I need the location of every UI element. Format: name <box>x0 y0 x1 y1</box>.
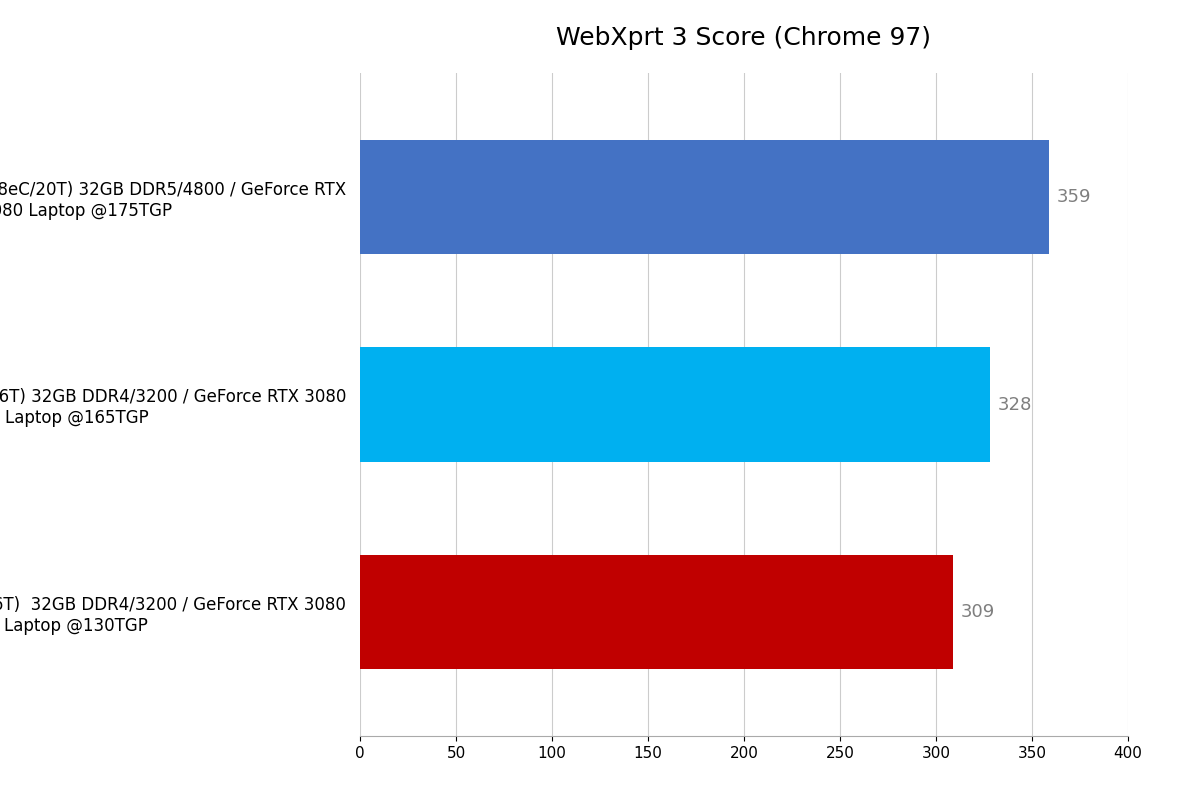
Title: WebXprt 3 Score (Chrome 97): WebXprt 3 Score (Chrome 97) <box>557 26 931 50</box>
Bar <box>360 555 953 669</box>
Text: 328: 328 <box>997 396 1032 413</box>
Bar <box>360 348 990 461</box>
Bar <box>360 140 1049 254</box>
Text: 359: 359 <box>1057 188 1092 206</box>
Text: 309: 309 <box>961 603 995 621</box>
